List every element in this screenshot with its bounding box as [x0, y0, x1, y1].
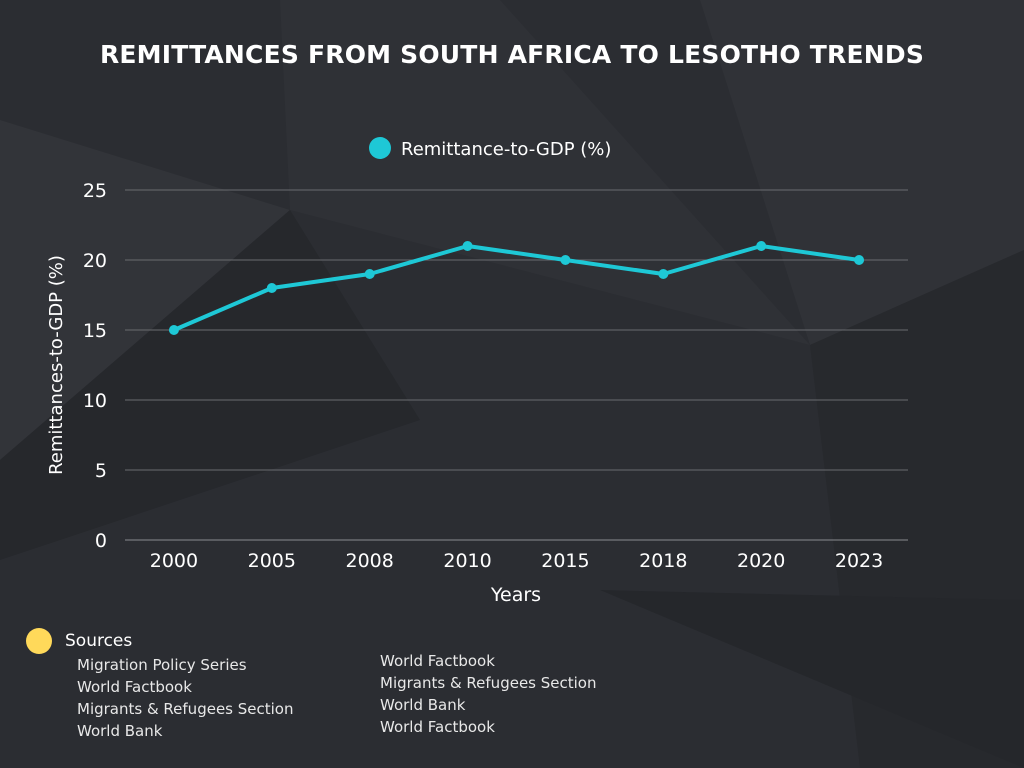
y-tick-label: 15	[83, 320, 107, 342]
data-point	[364, 269, 375, 279]
data-point	[266, 283, 277, 293]
x-axis-label: Years	[490, 584, 541, 606]
x-tick-label: 2018	[639, 550, 687, 572]
sources-heading: Sources	[26, 628, 132, 654]
y-tick-label: 5	[95, 460, 107, 482]
source-item: World Bank	[77, 722, 163, 740]
sources-title: Sources	[65, 631, 133, 651]
legend-marker	[369, 137, 391, 159]
sources-column-1: Migration Policy Series World Factbook M…	[77, 654, 293, 742]
data-point	[756, 241, 767, 251]
chart-title: REMITTANCES FROM SOUTH AFRICA TO LESOTHO…	[99, 40, 925, 69]
source-item: World Factbook	[380, 718, 495, 736]
x-tick-label: 2010	[443, 550, 491, 572]
y-tick-label: 0	[95, 530, 107, 552]
data-point	[560, 255, 571, 265]
source-item: Migration Policy Series	[77, 656, 247, 674]
x-tick-label: 2015	[541, 550, 589, 572]
legend: Remittance-to-GDP (%)	[369, 137, 611, 160]
x-tick-label: 2008	[346, 550, 394, 572]
y-tick-label: 25	[83, 180, 107, 202]
source-item: Migrants & Refugees Section	[77, 700, 294, 718]
sources-dot-icon	[26, 628, 52, 654]
data-point	[168, 325, 179, 335]
data-point	[658, 269, 669, 279]
y-tick-label: 20	[83, 250, 107, 272]
x-tick-label: 2023	[835, 550, 883, 572]
sources-column-2: World Factbook Migrants & Refugees Secti…	[380, 650, 596, 738]
data-point	[462, 241, 473, 251]
x-tick-label: 2000	[150, 550, 198, 572]
source-item: World Factbook	[77, 678, 192, 696]
source-item: World Bank	[380, 696, 466, 714]
source-item: Migrants & Refugees Section	[380, 674, 597, 692]
source-item: World Factbook	[380, 652, 495, 670]
data-point	[854, 255, 865, 265]
y-axis-label: Remittances-to-GDP (%)	[46, 255, 67, 475]
x-tick-label: 2005	[248, 550, 296, 572]
series-line	[173, 244, 860, 332]
y-tick-label: 10	[83, 390, 107, 412]
legend-label: Remittance-to-GDP (%)	[401, 139, 611, 160]
x-tick-label: 2020	[737, 550, 785, 572]
